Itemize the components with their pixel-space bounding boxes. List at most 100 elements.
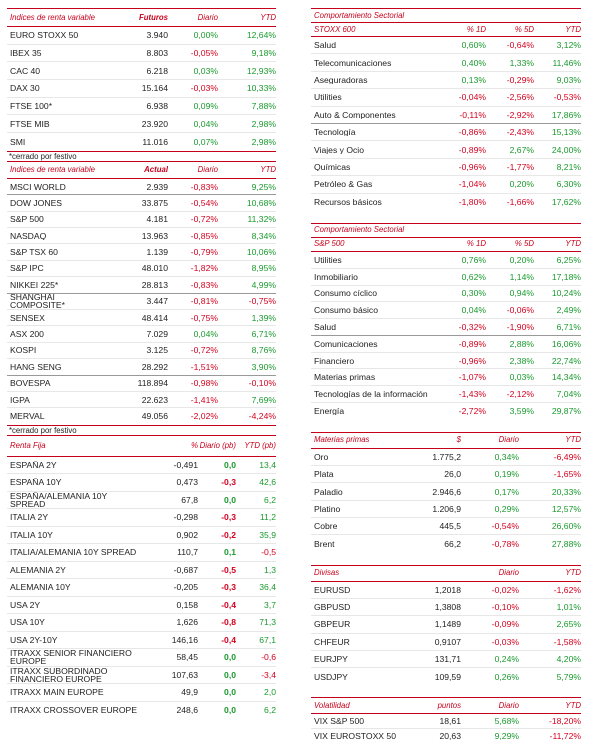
ytd-change-cell: 6,2 [264,705,276,716]
column-header: % 1D [466,240,486,249]
column-header: Diario [498,701,519,710]
daily-change-cell: -0,85% [190,230,218,241]
ytd-change-cell: 36,4 [259,582,276,593]
ytd-change-cell: -0,75% [248,296,276,307]
value-cell: 1.139 [146,247,168,258]
daily-change-cell: 1,14% [509,271,534,282]
row-label: Telecomunicaciones [314,58,392,67]
section-header: Divisas Diario YTD [311,566,581,582]
table-row: S&P 500 4.181 -0,72% 11,32% [7,212,276,228]
daily-change-cell: 0,0 [224,652,236,663]
daily-change-cell: -1,66% [506,197,534,208]
table-row: Brent 66,2 -0,78% 27,88% [311,535,581,552]
section-title: Comportamiento Sectorial [314,11,405,20]
daily-change-cell: 0,00% [193,30,218,41]
section-subheader: S&P 500 % 1D % 5D YTD [311,238,581,252]
column-header: Diario [197,13,218,22]
row-label: ITRAXX CROSSOVER EUROPE [10,706,138,715]
row-label: KOSPI [10,346,37,355]
value-cell: 66,2 [444,539,461,549]
value-cell: 2.946,6 [432,486,461,497]
table-row: FTSE 100* 6.938 0,09% 7,88% [7,98,276,116]
ytd-change-cell: 24,00% [551,144,581,155]
right-column: Comportamiento Sectorial STOXX 600 % 1D % 5… [311,8,581,743]
daily-change-cell: -0,72% [190,214,218,225]
row-label: Utilities [314,93,342,102]
table-row: Telecomunicaciones 0,40% 1,33% 11,46% [311,54,581,72]
section-title: Divisas [314,569,340,578]
value-cell: 1,626 [176,617,198,628]
value-cell: 0,62% [461,271,486,282]
row-label: EURJPY [314,654,348,663]
row-label: IGPA [10,395,30,404]
value-cell: -0,96% [458,355,486,366]
value-cell: 13.963 [141,230,168,241]
daily-change-cell: -0,83% [190,181,218,192]
table-row: Plata 26,0 0,19% -1,65% [311,466,581,484]
table-row: GBPUSD 1,3808 -0,10% 1,01% [311,599,581,617]
daily-change-cell: 0,26% [494,671,519,682]
value-cell: 0,04% [461,305,486,316]
daily-change-cell: -0,98% [190,378,218,389]
section-divisas: Divisas Diario YTD EURUSD 1,2018 -0,02% -1,62%… [311,564,581,686]
ytd-change-cell: 10,33% [246,83,276,94]
table-row: Petróleo & Gas -1,04% 0,20% 6,30% [311,176,581,194]
daily-change-cell: -0,64% [506,40,534,51]
ytd-change-cell: 11,46% [552,57,581,68]
value-cell: 1,2018 [434,584,461,595]
value-cell: 1.206,9 [432,503,461,514]
row-label: FTSE MIB [10,119,50,128]
daily-change-cell: 0,0 [224,494,236,505]
value-cell: -0,96% [458,161,486,172]
value-cell: 3.125 [146,345,168,356]
ytd-change-cell: 8,76% [251,345,276,356]
column-header: YTD [565,240,581,249]
daily-change-cell: -0,81% [190,296,218,307]
daily-change-cell: 0,19% [494,469,519,480]
row-label: CHFEUR [314,637,350,646]
row-label: Paladio [314,487,343,496]
value-cell: 109,59 [434,671,461,682]
section-header: Volatilidad puntos Diario YTD [311,698,581,715]
table-row: Viajes y Ocio -0,89% 2,67% 24,00% [311,141,581,159]
value-cell: 110,7 [177,547,198,558]
index-label: S&P 500 [314,240,345,249]
daily-change-cell: -0,83% [190,279,218,290]
column-header: YTD (pb) [244,441,276,450]
table-row: Comunicaciones -0,89% 2,88% 16,06% [311,336,581,353]
table-row: Materias primas -1,07% 0,03% 14,34% [311,369,581,387]
table-row: ALEMANIA 2Y -0,687 -0,5 1,3 [7,562,276,580]
value-cell: -0,89% [458,144,486,155]
section-title: Renta Fija [10,441,46,450]
table-row: IGPA 22.623 -1,41% 7,69% [7,392,276,409]
daily-change-cell: 9,29% [494,731,519,742]
table-row: ITALIA/ALEMANIA 10Y SPREAD 110,7 0,1 -0,5 [7,544,276,562]
ytd-change-cell: 7,88% [251,101,276,112]
column-header: Diario (pb) [199,441,236,450]
table-row: Tecnología -0,86% -2,43% 15,13% [311,124,581,142]
value-cell: 26,0 [444,469,461,480]
row-label: MERVAL [10,412,45,421]
daily-change-cell: 0,0 [224,687,236,698]
section-header: Comportamiento Sectorial [311,9,581,23]
row-label: ITALIA/ALEMANIA 10Y SPREAD [10,548,137,557]
table-row: ITALIA 2Y -0,298 -0,3 11,2 [7,509,276,527]
value-cell: -0,298 [173,512,198,523]
daily-change-cell: -0,75% [190,312,218,323]
daily-change-cell: 0,09% [193,101,218,112]
ytd-change-cell: 13,4 [259,459,276,470]
row-label: Viajes y Ocio [314,145,364,154]
daily-change-cell: -0,09% [491,619,519,630]
value-cell: 28.813 [141,279,168,290]
ytd-change-cell: 71,3 [259,617,276,628]
ytd-change-cell: 10,24% [551,288,581,299]
ytd-change-cell: 6,2 [264,494,276,505]
row-label: Químicas [314,162,351,171]
value-cell: 22.623 [141,394,168,405]
daily-change-cell: -1,90% [506,321,534,332]
section-subheader: STOXX 600 % 1D % 5D YTD [311,23,581,37]
ytd-change-cell: 1,39% [251,312,276,323]
ytd-change-cell: 11,2 [259,512,276,523]
table-row: EURO STOXX 50 3.940 0,00% 12,64% [7,27,276,45]
ytd-change-cell: 2,65% [556,619,581,630]
